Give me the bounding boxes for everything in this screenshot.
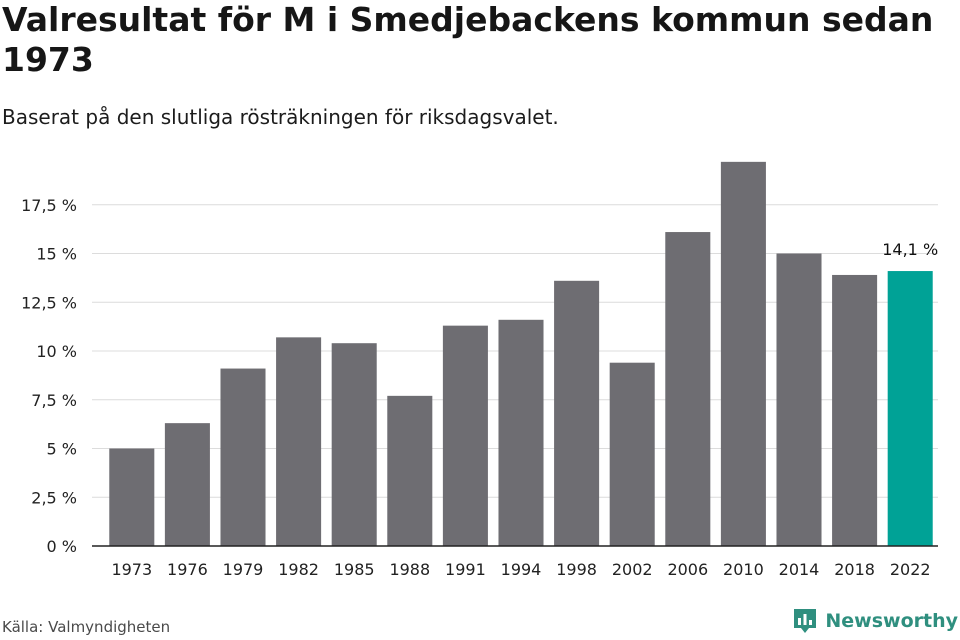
bar-1982 (276, 337, 322, 546)
x-tick-label: 1982 (278, 560, 319, 579)
x-tick-label: 1998 (556, 560, 597, 579)
y-axis-ticks: 0 % 2,5 % 5 % 7,5 % 10 % 12,5 % 15 % 17,5 % (21, 196, 77, 556)
data-labels: 14,1 % (882, 240, 938, 259)
data-label: 14,1 % (882, 240, 938, 259)
bar-2018 (832, 274, 878, 546)
bar-1988 (387, 395, 433, 546)
bar-1976 (164, 423, 210, 546)
x-tick-label: 2006 (667, 560, 708, 579)
bar-1979 (220, 368, 266, 546)
x-tick-label: 2022 (890, 560, 931, 579)
y-tick-label: 7,5 % (31, 391, 77, 410)
x-tick-label: 2014 (779, 560, 820, 579)
bars (109, 161, 933, 547)
chart-title: Valresultat för M i Smedjebackens kommun… (2, 0, 934, 79)
source-note: Källa: Valmyndigheten (2, 618, 171, 636)
x-tick-label: 1985 (334, 560, 375, 579)
x-tick-label: 1976 (167, 560, 208, 579)
y-tick-label: 12,5 % (21, 293, 77, 312)
chart-subtitle: Baserat på den slutliga rösträkningen fö… (2, 105, 559, 129)
x-tick-label: 1988 (389, 560, 430, 579)
bar-1991 (442, 325, 488, 546)
bar-2010 (720, 161, 766, 546)
bar-1994 (498, 319, 544, 546)
bar-2006 (665, 232, 711, 547)
x-tick-label: 1979 (223, 560, 264, 579)
brand-logo: Newsworthy (792, 607, 958, 635)
x-tick-label: 1991 (445, 560, 486, 579)
bar-1998 (554, 280, 600, 546)
newsworthy-logo-icon (794, 609, 817, 633)
y-tick-label: 15 % (36, 245, 77, 264)
brand-name: Newsworthy (825, 610, 958, 632)
x-tick-label: 2010 (723, 560, 764, 579)
x-tick-label: 2002 (612, 560, 653, 579)
x-tick-label: 1994 (501, 560, 542, 579)
y-tick-label: 5 % (47, 440, 77, 459)
bar-1985 (331, 343, 377, 546)
y-tick-label: 0 % (47, 537, 77, 556)
bar-2002 (609, 362, 655, 546)
y-tick-label: 10 % (36, 342, 77, 361)
bar-2014 (776, 253, 822, 546)
x-axis-ticks: 1973 1976 1979 1982 1985 1988 1991 1994 1998 2002… (111, 560, 930, 579)
bar-1973 (109, 448, 155, 546)
bar-chart: 0 % 2,5 % 5 % 7,5 % 10 % 12,5 % 15 % 17,5 % 14,… (21, 161, 938, 579)
y-tick-label: 17,5 % (21, 196, 77, 215)
y-tick-label: 2,5 % (31, 488, 77, 507)
x-tick-label: 2018 (834, 560, 875, 579)
bar-2022 (887, 271, 933, 546)
x-tick-label: 1973 (111, 560, 152, 579)
